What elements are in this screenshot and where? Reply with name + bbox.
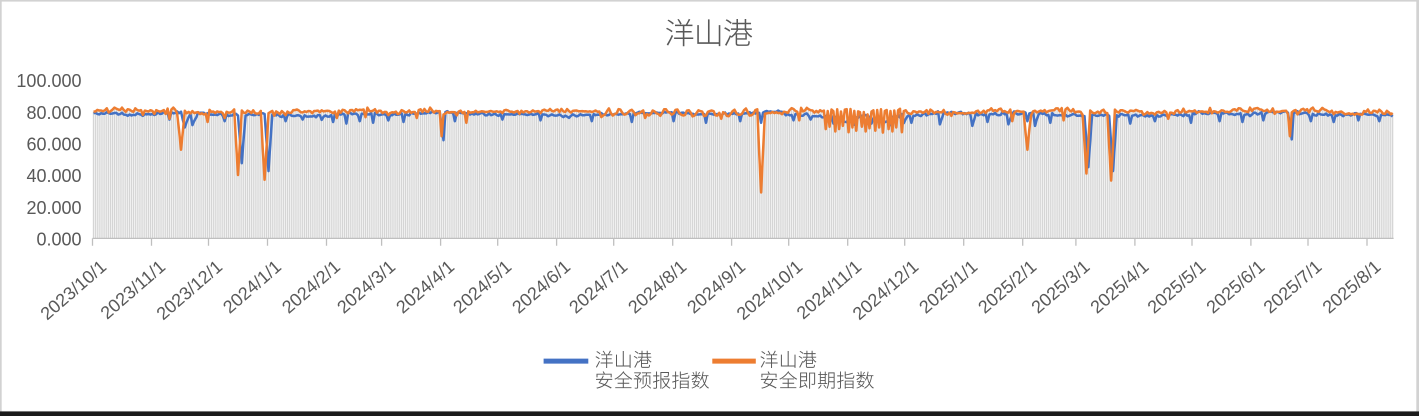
svg-text:0.000: 0.000 xyxy=(36,230,81,250)
svg-text:60.000: 60.000 xyxy=(26,135,81,155)
svg-text:20.000: 20.000 xyxy=(26,198,81,218)
svg-text:80.000: 80.000 xyxy=(26,103,81,123)
svg-text:40.000: 40.000 xyxy=(26,166,81,186)
svg-text:100.000: 100.000 xyxy=(16,71,81,91)
